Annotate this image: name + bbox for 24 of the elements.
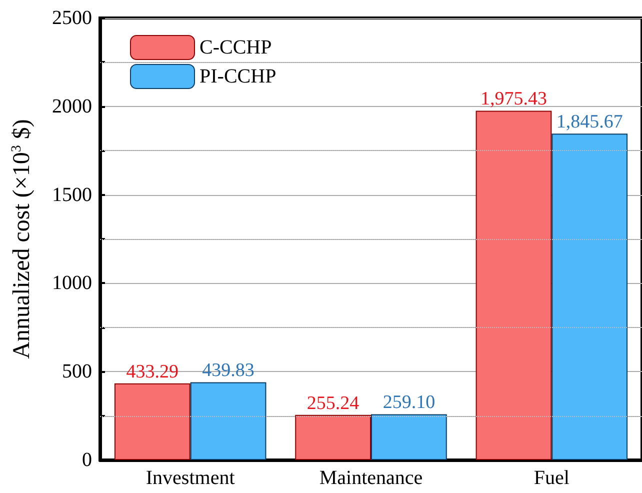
x-tick-label: Maintenance [319, 467, 423, 489]
y-axis-title: Annualized cost (×103 $) [9, 119, 35, 359]
bar [295, 414, 371, 460]
y-tick-label: 2500 [52, 7, 92, 29]
bar [190, 382, 266, 460]
y-tick-label: 1500 [52, 184, 92, 206]
data-label: 259.10 [382, 392, 436, 414]
bar [552, 134, 628, 460]
x-tick-label: Fuel [534, 467, 570, 489]
y-tick-label: 1000 [52, 272, 92, 294]
data-label: 1,845.67 [556, 112, 623, 133]
bar [114, 383, 190, 460]
legend-label: C-CCHP [200, 36, 272, 58]
x-tick-label: Investment [146, 467, 236, 489]
y-tick-label: 2000 [52, 95, 92, 118]
data-label: 255.24 [306, 392, 360, 414]
y-tick-label: 0 [82, 449, 92, 471]
bar [476, 110, 552, 460]
bar [371, 414, 447, 460]
data-label: 433.29 [126, 361, 179, 382]
y-tick-label: 500 [62, 360, 92, 383]
legend-label: PI-CCHP [200, 66, 276, 88]
data-label: 1,975.43 [480, 88, 547, 110]
data-label: 439.83 [202, 360, 254, 382]
